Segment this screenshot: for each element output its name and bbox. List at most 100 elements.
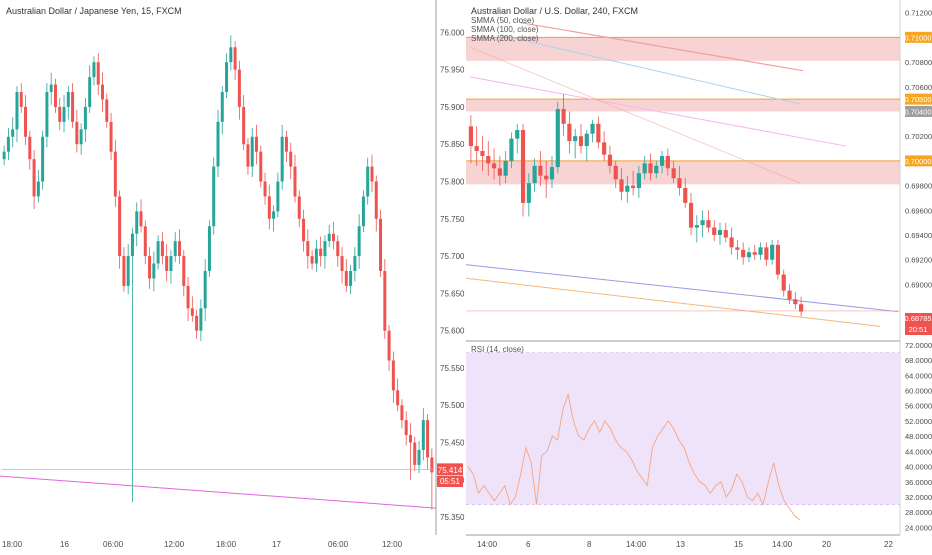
- smma-200-line: [469, 76, 847, 147]
- left-candle-body: [225, 62, 229, 93]
- left-candle-body: [229, 47, 233, 63]
- left-candle-body: [28, 136, 32, 160]
- right-candle-body: [573, 136, 578, 142]
- right-candle-body: [706, 220, 711, 228]
- right-candle-body: [723, 230, 728, 238]
- right-candle-body: [538, 165, 543, 176]
- right-candle-body: [625, 185, 630, 192]
- right-candle-body: [683, 188, 688, 203]
- left-candle-body: [302, 218, 306, 242]
- left-candle-body: [130, 233, 134, 257]
- left-candle-body: [254, 136, 258, 152]
- left-x-tick: 18:00: [216, 540, 237, 549]
- left-time-label: 05:51: [440, 477, 461, 486]
- right-time-badge: [905, 324, 932, 335]
- left-candle-body: [276, 181, 280, 212]
- right-candle-body: [764, 247, 769, 260]
- rsi-y-tick: 36.0000: [905, 478, 932, 487]
- left-candle-body: [71, 92, 75, 122]
- orange-trend-ray: [465, 277, 881, 327]
- right-candle-body: [729, 237, 734, 248]
- audjpy-panel[interactable]: Australian Dollar / Japanese Yen, 15, FX…: [0, 0, 465, 549]
- left-candle-body: [259, 151, 263, 182]
- right-candle-body: [515, 130, 520, 139]
- right-x-tick: 14:00: [626, 540, 647, 549]
- left-candle-body: [203, 271, 207, 309]
- right-time-label: 20:51: [909, 325, 928, 334]
- right-candle-body: [770, 244, 775, 260]
- right-y-tick: 0.70800: [905, 58, 932, 67]
- audusd-panel[interactable]: 0.71200 0.70800 0.70600 0.70200 0.69800 0.696…: [465, 0, 932, 549]
- left-y-axis: 76.000 75.950 75.900 75.850 75.800 75.750 75.7…: [440, 28, 465, 522]
- right-candle-body: [636, 173, 641, 189]
- right-candle-body: [613, 165, 618, 180]
- left-candle-body: [250, 136, 254, 167]
- left-trendline[interactable]: [0, 475, 437, 509]
- right-candle-body: [775, 244, 781, 275]
- right-y-tick: 0.69600: [905, 206, 932, 215]
- left-candle-body: [353, 256, 357, 271]
- left-candle-body: [83, 106, 87, 130]
- left-y-tick: 75.850: [440, 140, 465, 149]
- left-candle-body: [75, 121, 79, 145]
- right-candle-body: [607, 154, 613, 166]
- left-candle-body: [379, 218, 383, 271]
- left-candle-body: [109, 121, 113, 152]
- rsi-y-tick: 60.0000: [905, 387, 932, 396]
- right-y-tick: 0.69000: [905, 280, 932, 289]
- right-candle-body: [787, 290, 792, 300]
- right-candle-body: [561, 109, 566, 124]
- right-price-badges: 0.68785 20:51: [904, 313, 932, 335]
- left-y-tick: 75.900: [440, 103, 465, 112]
- right-candle-body: [665, 155, 670, 169]
- right-x-tick: 6: [526, 540, 531, 549]
- left-candles: [2, 35, 434, 510]
- rsi-y-tick: 72.0000: [905, 341, 932, 350]
- rsi-band: [466, 352, 900, 505]
- left-candle-body: [156, 241, 160, 264]
- smma-50-legend: SMMA (50, close): [471, 16, 534, 25]
- level-label: 0.71000: [904, 33, 931, 42]
- level-badge: [905, 155, 932, 167]
- rsi-y-axis: 72.0000 68.0000 64.0000 60.0000 56.0000 52.00…: [905, 341, 932, 532]
- left-x-tick: 06:00: [328, 540, 349, 549]
- right-candle-body: [491, 163, 497, 169]
- left-candle-body: [220, 92, 224, 122]
- left-candle-body: [148, 256, 152, 279]
- right-candle-body: [793, 299, 798, 305]
- left-y-tick: 75.550: [440, 364, 465, 373]
- left-candle-body: [297, 196, 301, 219]
- right-candle-body: [619, 179, 624, 192]
- right-x-tick: 22: [884, 540, 893, 549]
- right-x-tick: 20: [822, 540, 831, 549]
- left-candle-body: [182, 256, 186, 286]
- right-candle-body: [596, 123, 601, 143]
- right-y-tick: 0.70200: [905, 132, 932, 141]
- left-candle-body: [387, 330, 391, 361]
- level-badge: [905, 31, 932, 43]
- left-candle-body: [319, 248, 323, 257]
- level-label: 0.70400: [904, 107, 931, 116]
- left-candle-body: [2, 151, 6, 160]
- right-candle-body: [642, 163, 647, 174]
- left-candle-body: [199, 308, 203, 331]
- left-candle-body: [105, 99, 109, 122]
- left-candle-body: [421, 420, 425, 450]
- rsi-y-tick: 32.0000: [905, 493, 932, 502]
- left-candle-body: [267, 196, 271, 219]
- left-candle-body: [216, 121, 220, 167]
- left-candle-body: [323, 241, 327, 257]
- rsi-pane[interactable]: RSI (14, close) 72.0000 68.0000 64.0000 60.…: [466, 341, 932, 532]
- left-candle-body: [79, 129, 83, 145]
- left-candle-body: [11, 129, 15, 137]
- left-candle-body: [306, 241, 310, 257]
- left-y-tick: 75.500: [440, 401, 465, 410]
- right-candle-body: [688, 202, 694, 228]
- right-candle-body: [735, 247, 740, 250]
- resistance-zone: [466, 37, 900, 61]
- left-candle-body: [122, 256, 126, 286]
- left-x-tick: 12:00: [164, 540, 185, 549]
- left-candle-body: [113, 151, 117, 197]
- left-candle-body: [88, 77, 92, 107]
